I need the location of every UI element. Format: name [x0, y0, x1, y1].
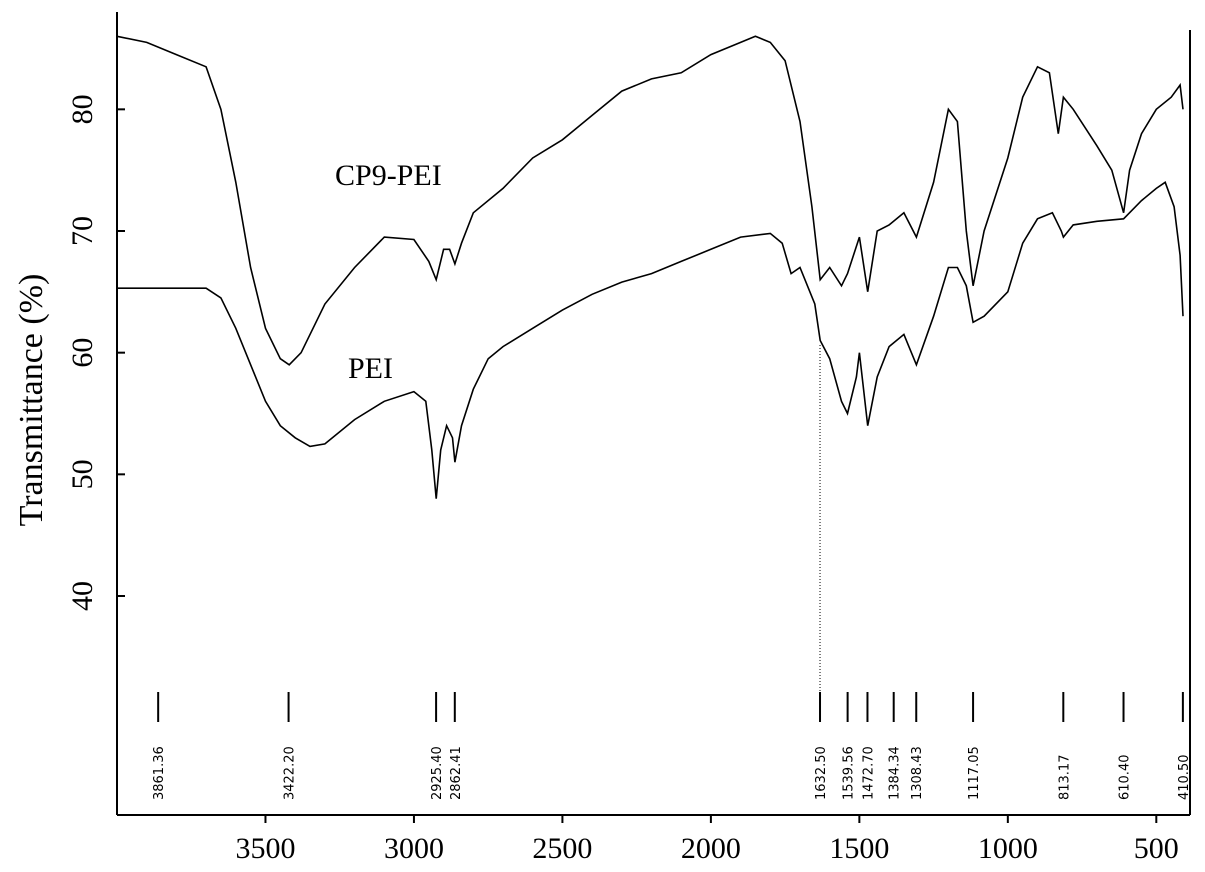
- series-label: PEI: [348, 352, 393, 385]
- x-tick-label: 3500: [235, 832, 295, 865]
- peak-label: 1539.56: [842, 746, 857, 800]
- x-tick-label: 1000: [978, 832, 1038, 865]
- peak-label: 410.50: [1177, 755, 1192, 801]
- peak-label: 1632.50: [814, 746, 829, 800]
- x-tick-label: 2000: [681, 832, 741, 865]
- x-tick-label: 500: [1134, 832, 1179, 865]
- y-axis-label: Transmittance (%): [13, 274, 50, 527]
- x-tick-label: 1500: [829, 832, 889, 865]
- y-tick-label: 70: [66, 216, 99, 246]
- series-label: CP9-PEI: [335, 159, 442, 192]
- series-line: [116, 35, 1184, 366]
- x-tick-label: 2500: [532, 832, 592, 865]
- peak-label: 2862.41: [449, 746, 464, 800]
- peak-label: 3422.20: [283, 746, 298, 800]
- peak-label: 1117.05: [967, 746, 982, 800]
- y-tick-label: 50: [66, 459, 99, 489]
- peak-label: 3861.36: [152, 746, 167, 800]
- x-tick-label: 3000: [384, 832, 444, 865]
- y-tick-label: 60: [66, 338, 99, 368]
- peak-label: 610.40: [1118, 755, 1133, 801]
- peak-label: 1472.70: [861, 746, 876, 800]
- y-tick-label: 80: [66, 94, 99, 124]
- peak-label: 2925.40: [430, 746, 445, 800]
- series-line: [117, 181, 1184, 499]
- peak-label: 1308.43: [910, 746, 925, 800]
- y-tick-label: 40: [66, 581, 99, 611]
- peak-label: 1384.34: [888, 746, 903, 800]
- peak-label: 813.17: [1057, 755, 1072, 801]
